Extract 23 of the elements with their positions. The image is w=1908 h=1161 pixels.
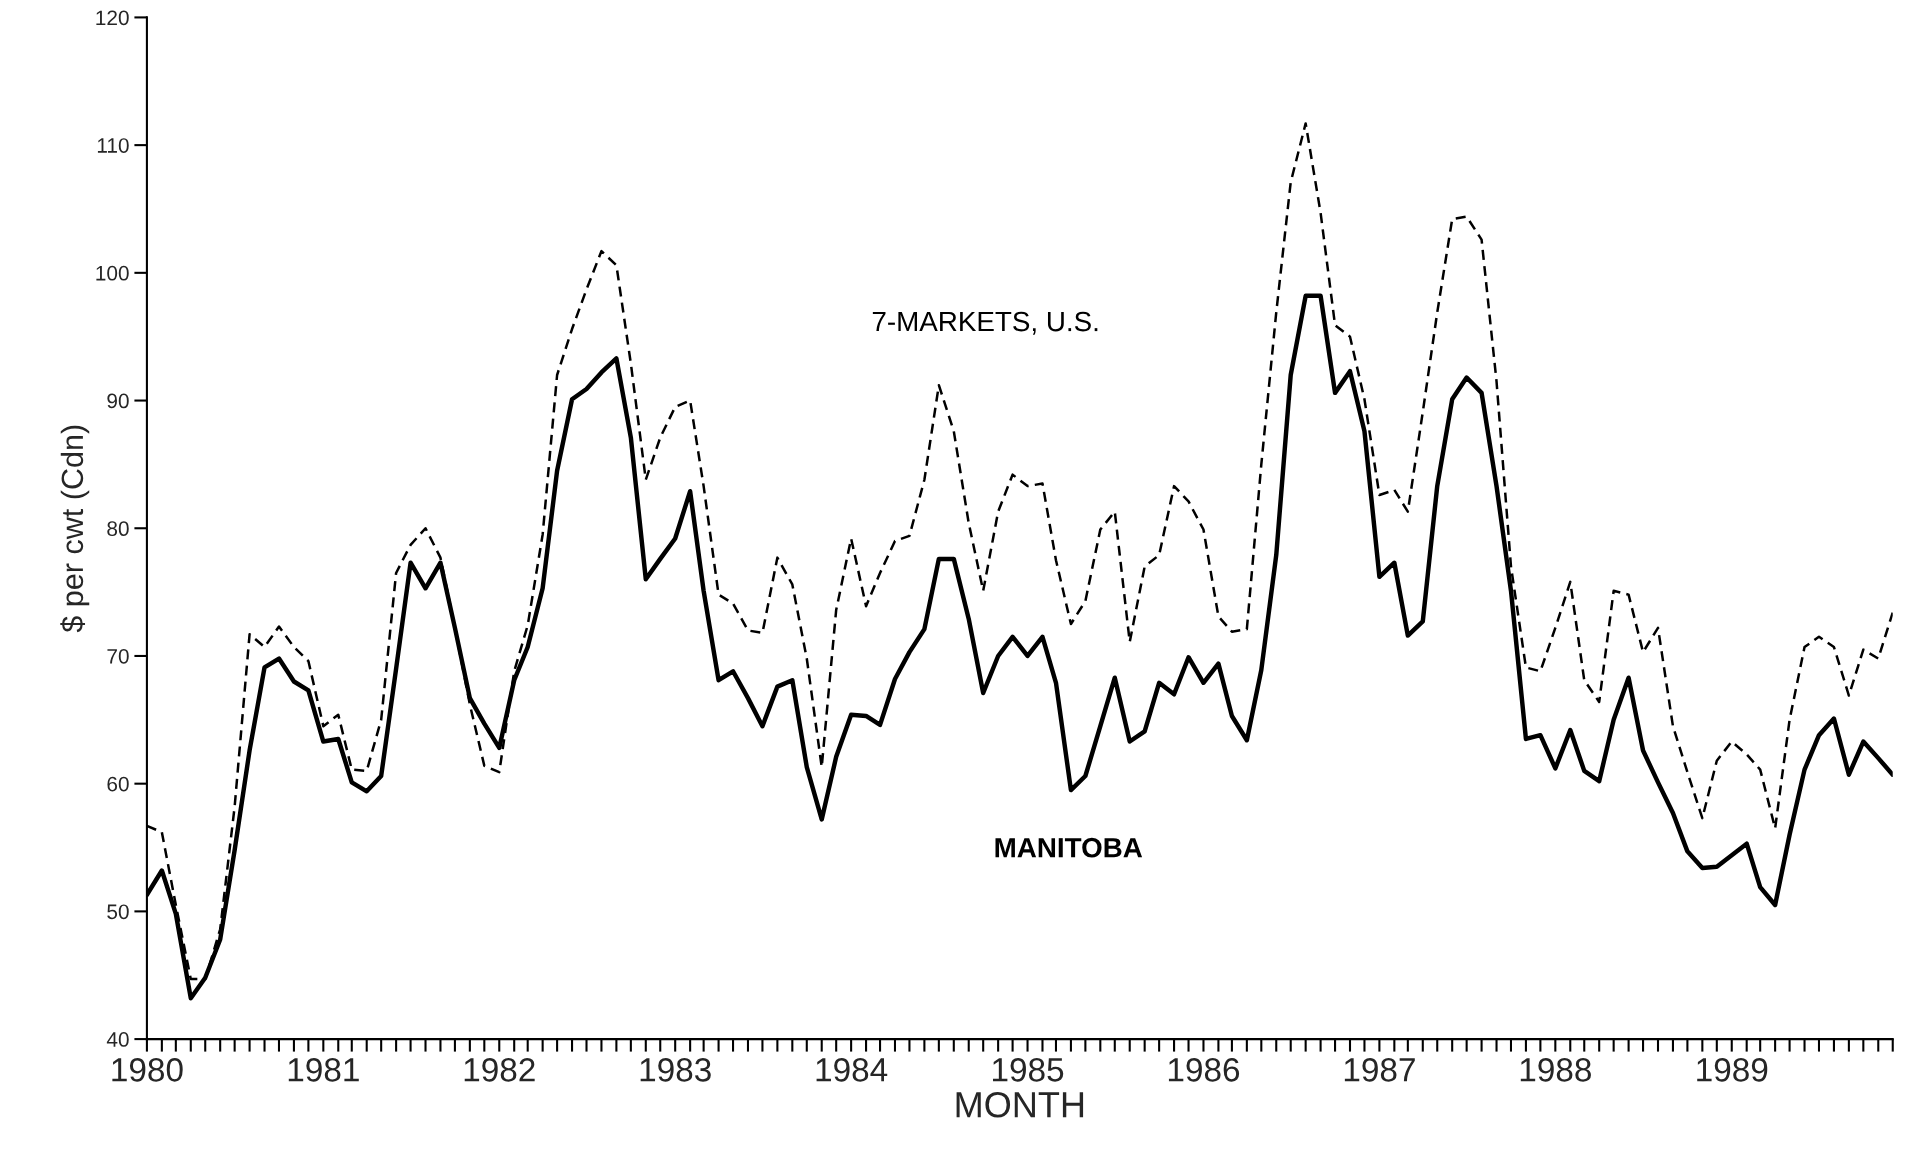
y-tick-label: 50 xyxy=(107,904,129,920)
x-tick-label: 1987 xyxy=(1344,1058,1415,1082)
x-tick-label: 1985 xyxy=(993,1058,1064,1082)
x-tick-label: 1984 xyxy=(816,1058,888,1082)
x-tick-label: 1983 xyxy=(640,1058,711,1082)
y-tick-label: 60 xyxy=(107,776,129,792)
y-tick-label: 80 xyxy=(107,521,129,537)
y-tick-label: 100 xyxy=(96,265,129,281)
x-axis-title: MONTH xyxy=(956,1091,1084,1118)
text: 7-MARKETS, U.S. xyxy=(872,311,1098,335)
x-tick-label: 1981 xyxy=(288,1058,359,1082)
x-tick-label: 1986 xyxy=(1168,1058,1240,1082)
text: MANITOBA xyxy=(995,837,1143,858)
y-axis-title: $ per cwt (Cdn) xyxy=(60,425,90,633)
y-tick-label: 110 xyxy=(97,138,129,153)
y-tick-label: 70 xyxy=(107,648,129,664)
x-tick-label: 1988 xyxy=(1520,1058,1591,1082)
x-tick-label: 1989 xyxy=(1697,1058,1768,1082)
y-tick-label: 90 xyxy=(107,393,129,409)
x-tick-label: 1982 xyxy=(464,1058,535,1082)
x-tick-label: 1980 xyxy=(112,1058,183,1082)
y-tick-label: 40 xyxy=(106,1032,129,1047)
y-tick-label: 120 xyxy=(96,10,129,26)
